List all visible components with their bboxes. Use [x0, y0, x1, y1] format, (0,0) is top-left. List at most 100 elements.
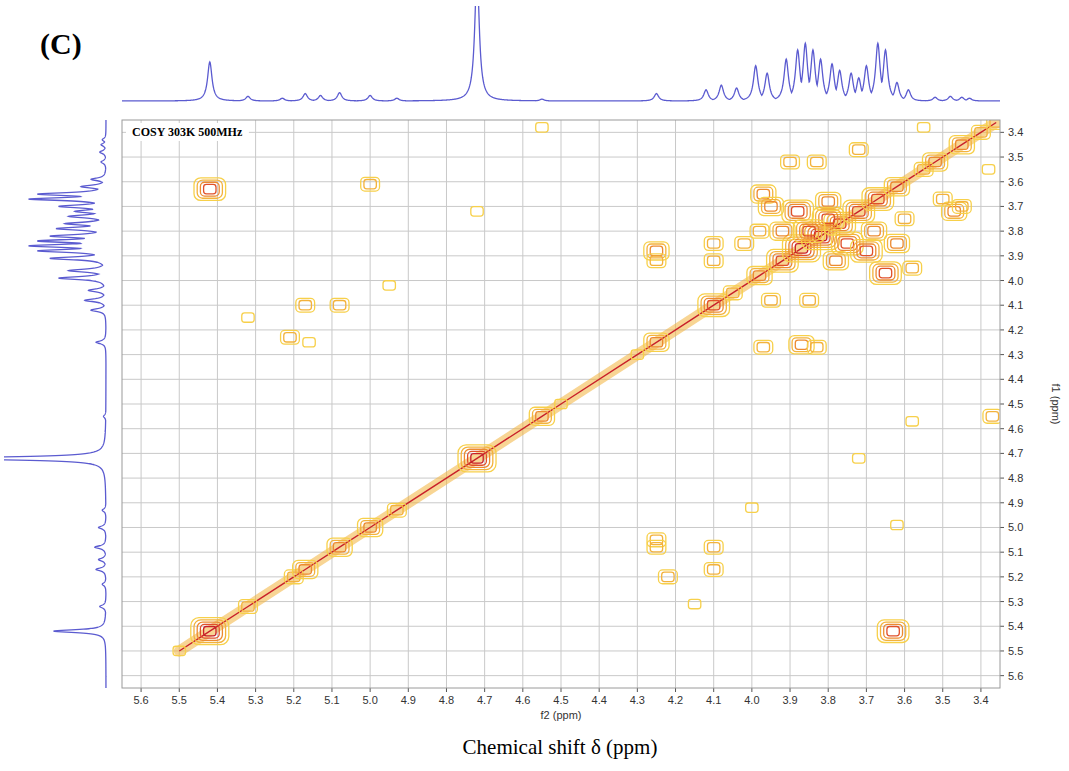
- contour-ring: [738, 239, 750, 248]
- x-tick-label: 5.3: [248, 694, 263, 706]
- contour-ring: [173, 646, 185, 655]
- y-grid-line: [122, 379, 1000, 380]
- x-tick: [141, 688, 142, 692]
- contour-ring: [698, 294, 730, 317]
- x-tick-label: 4.5: [553, 694, 568, 706]
- y-tick: [1000, 231, 1004, 232]
- diagonal-peak: [723, 286, 742, 300]
- contour-ring: [704, 254, 723, 268]
- cross-peak: [933, 192, 952, 206]
- annotation-bg: [126, 123, 249, 141]
- contour-ring: [471, 454, 483, 463]
- x-tick: [904, 688, 905, 692]
- contour-ring: [358, 518, 383, 536]
- y-tick-label: 4.6: [1008, 423, 1023, 435]
- figure: 5.65.55.45.35.25.15.04.94.84.74.64.54.44…: [0, 0, 1069, 771]
- contour-ring: [937, 194, 949, 203]
- contour-ring: [876, 266, 895, 280]
- x-tick: [293, 688, 294, 692]
- diagonal-peak: [631, 350, 643, 359]
- panel-label: (C): [40, 27, 82, 61]
- contour-ring: [857, 244, 876, 258]
- y-grid-line: [122, 428, 1000, 429]
- x-tick: [942, 688, 943, 692]
- y-tick-label: 5.5: [1008, 645, 1023, 657]
- contour-ring: [200, 624, 219, 638]
- contour-ring: [851, 240, 883, 263]
- diagonal-peak: [173, 646, 185, 655]
- x-axis-title: f2 (ppm): [541, 709, 582, 721]
- cross-peak: [861, 222, 886, 240]
- y-tick: [1000, 305, 1004, 306]
- contour-ring: [361, 177, 380, 191]
- diagonal-peak: [239, 600, 258, 614]
- cross-peak: [688, 599, 700, 608]
- contour-ring: [361, 521, 380, 535]
- x-tick-label: 3.5: [935, 694, 950, 706]
- x-tick-label: 3.9: [782, 694, 797, 706]
- contour-ring: [650, 338, 662, 347]
- contour-ring: [701, 296, 726, 314]
- contour-ring: [704, 563, 723, 577]
- x-tick-label: 5.2: [286, 694, 301, 706]
- cross-peak: [758, 197, 783, 215]
- y-tick: [1000, 354, 1004, 355]
- contour-ring: [364, 180, 376, 189]
- contour-ring: [197, 180, 222, 198]
- contour-ring: [800, 224, 819, 238]
- contour-ring: [364, 523, 376, 532]
- cross-peak: [982, 165, 994, 174]
- contour-ring: [707, 543, 719, 552]
- cross-peak: [891, 520, 903, 529]
- cross-peak: [704, 254, 723, 268]
- contour-ring: [843, 200, 875, 223]
- contour-ring: [873, 264, 898, 282]
- y-grid-line: [122, 626, 1000, 627]
- contour-ring: [781, 155, 800, 169]
- contour-ring: [888, 237, 907, 251]
- y-tick: [1000, 576, 1004, 577]
- cross-peak: [853, 454, 865, 463]
- diagonal-peak: [358, 518, 383, 536]
- contour-ring: [458, 445, 496, 472]
- projection-trace: [122, 6, 1000, 101]
- contour-ring: [631, 350, 643, 359]
- contour-ring: [868, 226, 880, 235]
- contour-ring: [239, 600, 258, 614]
- contour-ring: [296, 563, 315, 577]
- x-tick: [828, 688, 829, 692]
- diagonal-peak: [923, 153, 948, 171]
- contour-ring: [952, 138, 971, 152]
- contour-ring: [387, 503, 406, 517]
- contour-ring: [723, 286, 742, 300]
- x-tick: [179, 688, 180, 692]
- diagonal-peak: [458, 445, 496, 472]
- contour-ring: [846, 202, 871, 220]
- y-grid-line: [122, 329, 1000, 330]
- contour-ring: [242, 313, 254, 322]
- contour-ring: [529, 407, 554, 425]
- contour-ring: [791, 207, 803, 216]
- x-tick-label: 4.3: [630, 694, 645, 706]
- x-tick: [866, 688, 867, 692]
- y-tick: [1000, 181, 1004, 182]
- contour-ring: [906, 263, 918, 272]
- contour-ring: [800, 293, 819, 307]
- contour-ring: [391, 505, 403, 514]
- cross-peak: [884, 234, 909, 252]
- contour-ring: [830, 256, 842, 265]
- contour-ring: [903, 261, 922, 275]
- contour-ring: [704, 237, 723, 251]
- diagonal-peak: [555, 399, 567, 408]
- cross-peak: [735, 237, 754, 251]
- contour-ring: [194, 178, 226, 201]
- contour-ring: [330, 540, 349, 554]
- diagonal-peak: [387, 503, 406, 517]
- x-tick: [790, 688, 791, 692]
- y-tick: [1000, 650, 1004, 651]
- cross-peak: [471, 207, 483, 216]
- cross-peak: [361, 177, 380, 191]
- contour-ring: [906, 417, 918, 426]
- cross-peak: [242, 313, 254, 322]
- contour-ring: [853, 145, 865, 154]
